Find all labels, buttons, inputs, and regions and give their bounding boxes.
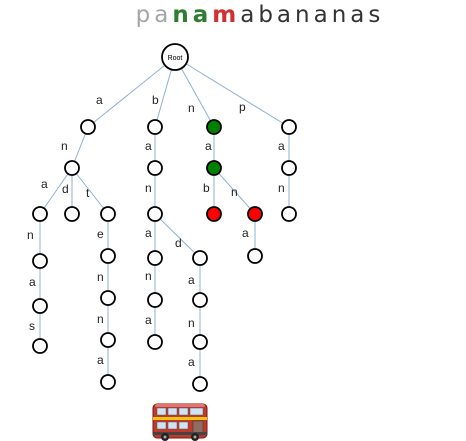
trie-node bbox=[147, 206, 163, 222]
trie-edge bbox=[87, 56, 176, 128]
double-decker-bus-icon bbox=[152, 403, 208, 441]
trie-node bbox=[100, 248, 116, 264]
title-letter: b bbox=[258, 2, 273, 28]
edge-label: n bbox=[145, 181, 152, 195]
edge-label: n bbox=[188, 101, 195, 115]
edge-label: n bbox=[27, 228, 34, 242]
edge-label: a bbox=[205, 139, 212, 153]
edge-label: t bbox=[86, 186, 90, 200]
trie-node bbox=[247, 248, 263, 264]
edge-label: n bbox=[97, 312, 104, 326]
title-letter: n bbox=[172, 2, 188, 28]
edge-label: a bbox=[29, 275, 36, 289]
trie-node bbox=[32, 338, 48, 354]
trie-node bbox=[32, 206, 48, 222]
title-letter: n bbox=[295, 2, 310, 28]
trie-node bbox=[192, 334, 208, 350]
trie-node bbox=[64, 160, 80, 176]
title-letter: n bbox=[332, 2, 347, 28]
trie-node bbox=[100, 374, 116, 390]
root-node bbox=[161, 43, 189, 71]
trie-node bbox=[100, 290, 116, 306]
trie-node bbox=[192, 250, 208, 266]
title-letter: a bbox=[314, 2, 328, 28]
root-node-label: Root bbox=[168, 55, 183, 62]
edge-label: d bbox=[62, 182, 69, 196]
trie-node bbox=[281, 160, 297, 176]
trie-node bbox=[192, 376, 208, 392]
trie-node bbox=[206, 206, 222, 222]
trie-node bbox=[64, 206, 80, 222]
trie-node bbox=[100, 332, 116, 348]
edge-label: a bbox=[41, 177, 48, 191]
trie-node bbox=[32, 253, 48, 269]
edge-label: b bbox=[203, 181, 210, 195]
trie-node bbox=[247, 206, 263, 222]
trie-node bbox=[32, 298, 48, 314]
trie-node bbox=[80, 119, 96, 135]
edge-label: n bbox=[231, 185, 238, 199]
edge-label: n bbox=[145, 269, 152, 283]
trie-node bbox=[147, 334, 163, 350]
trie-node bbox=[100, 206, 116, 222]
edge-label: a bbox=[278, 139, 285, 153]
trie-edge bbox=[39, 167, 73, 215]
trie-node bbox=[147, 250, 163, 266]
title-letter: a bbox=[350, 2, 364, 28]
title-letter: s bbox=[368, 2, 380, 28]
title-letter: a bbox=[277, 2, 291, 28]
trie-node bbox=[192, 292, 208, 308]
trie-node bbox=[147, 292, 163, 308]
edge-label: a bbox=[188, 273, 195, 287]
edge-label: a bbox=[145, 226, 152, 240]
trie-edge bbox=[154, 213, 201, 259]
edge-label: a bbox=[97, 353, 104, 367]
title-letter: a bbox=[193, 2, 209, 28]
title-letter: p bbox=[136, 2, 151, 28]
edge-label: a bbox=[96, 93, 103, 107]
trie-node bbox=[147, 160, 163, 176]
trie-node bbox=[206, 160, 222, 176]
edge-label: a bbox=[145, 139, 152, 153]
edge-label: n bbox=[97, 270, 104, 284]
edge-label: p bbox=[239, 100, 246, 114]
edge-label: e bbox=[97, 227, 104, 241]
edge-label: n bbox=[188, 316, 195, 330]
edge-label: a bbox=[145, 313, 152, 327]
edge-label: a bbox=[242, 226, 249, 240]
edge-label: b bbox=[152, 93, 159, 107]
trie-edge bbox=[213, 167, 256, 215]
title-letter: a bbox=[240, 2, 254, 28]
trie-nodes bbox=[32, 43, 297, 392]
trie-node bbox=[147, 119, 163, 135]
trie-edge bbox=[174, 56, 290, 128]
title-letter: m bbox=[212, 2, 236, 28]
trie-node bbox=[281, 206, 297, 222]
edge-label: d bbox=[175, 236, 182, 250]
edge-label: n bbox=[61, 139, 68, 153]
trie-edge bbox=[71, 167, 109, 215]
trie-node bbox=[206, 119, 222, 135]
edge-label: s bbox=[29, 319, 35, 333]
trie-node bbox=[281, 119, 297, 135]
title-letter: a bbox=[154, 2, 168, 28]
edge-label: a bbox=[188, 355, 195, 369]
edge-label: n bbox=[278, 181, 285, 195]
